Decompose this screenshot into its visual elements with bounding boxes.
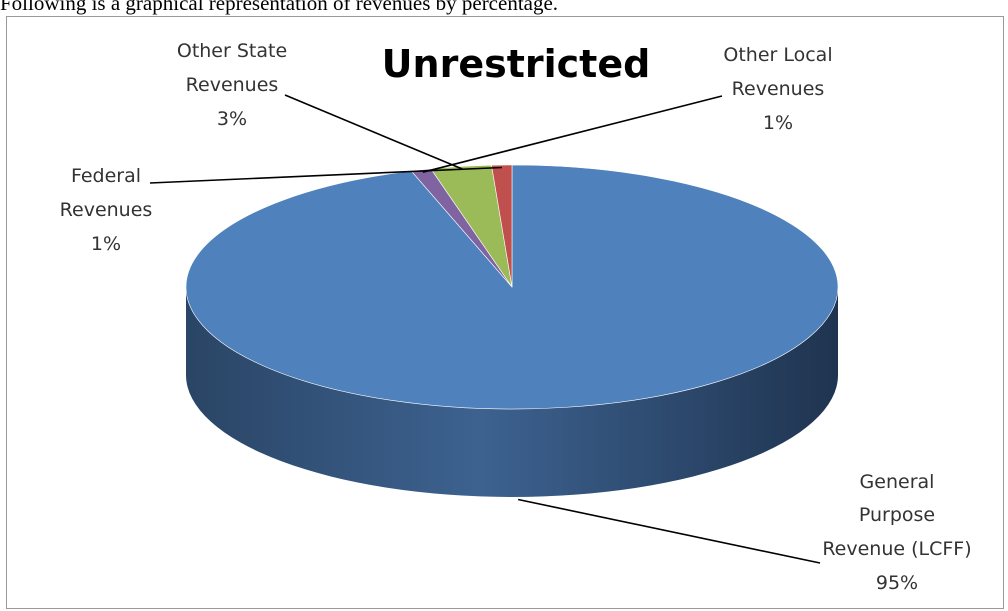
data-label-value: 1% [91,233,121,255]
data-label-value: 1% [763,112,793,134]
pie-side-wall [186,287,838,497]
leader-other-local-revenues [422,95,723,173]
data-label-name: Revenues [186,74,279,96]
data-label-name: Federal [71,165,141,187]
caption: Following is a graphical representation … [0,0,559,15]
data-label-name: Revenue (LCFF) [822,538,971,560]
label-general-purpose-revenue: General Purpose Revenue (LCFF) 95% [822,471,971,594]
data-label-name: General [860,471,935,493]
data-label-value: 3% [217,108,247,130]
data-label-name: Purpose [859,504,935,526]
chart-title: Unrestricted [382,42,651,86]
data-label-name: Other Local [723,44,832,66]
label-other-state-revenues: Other State Revenues 3% [177,40,287,130]
data-label-name: Other State [177,40,287,62]
data-label-name: Revenues [60,199,153,221]
slice-federal-revenues [491,164,513,288]
leader-federal-revenues [149,166,503,184]
data-label-value: 95% [876,572,918,594]
label-federal-revenues: Federal Revenues 1% [60,165,153,255]
data-label-name: Revenues [732,78,825,100]
leader-other-state-revenues [284,94,463,170]
leader-general-purpose-revenue [517,498,821,564]
label-other-local-revenues: Other Local Revenues 1% [723,44,832,134]
